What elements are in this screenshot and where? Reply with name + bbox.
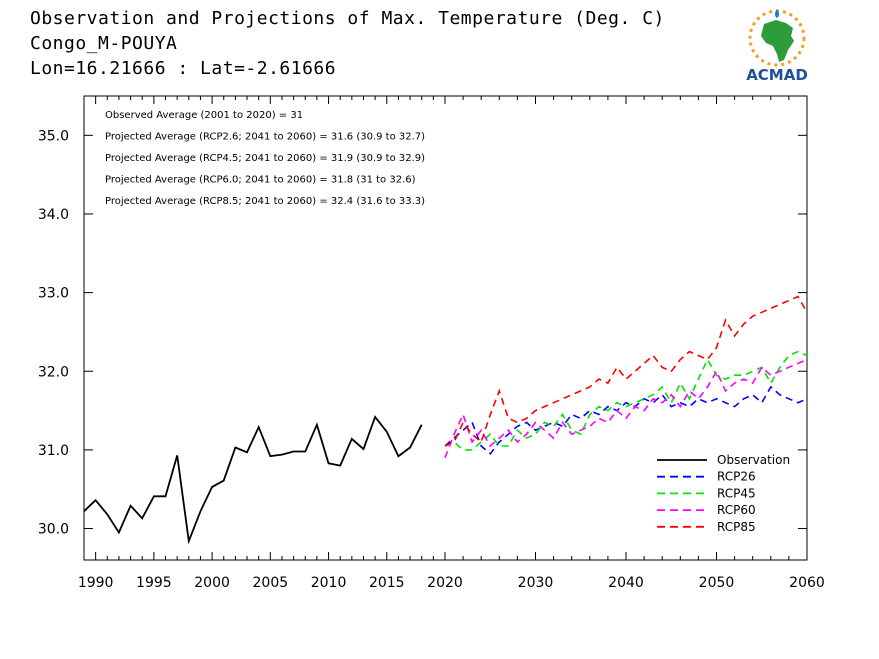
annotations: Observed Average (2001 to 2020) = 31 Proj…	[105, 110, 425, 207]
annotation-text: Projected Average (RCP2.6; 2041 to 2060)…	[105, 132, 425, 143]
africa-shape-icon	[761, 20, 794, 62]
x-tick-label: 2060	[789, 575, 825, 591]
annotation-text: Projected Average (RCP8.5; 2041 to 2060)…	[105, 196, 425, 207]
y-tick-label: 30.0	[38, 522, 69, 538]
x-tick-label: 2020	[427, 575, 463, 591]
y-tick-label: 33.0	[38, 286, 69, 302]
logo-text: ACMAD	[746, 66, 808, 84]
annotation-text: Projected Average (RCP4.5; 2041 to 2060)…	[105, 153, 425, 164]
y-tick-label: 34.0	[38, 207, 69, 223]
legend-label: RCP85	[717, 520, 756, 534]
y-tick-label: 35.0	[38, 128, 69, 144]
series-line-rcp45	[444, 350, 808, 451]
annotation-text: Observed Average (2001 to 2020) = 31	[105, 110, 303, 121]
x-tick-label: 2015	[369, 575, 405, 591]
legend-label: RCP60	[717, 503, 756, 517]
legend: Observation RCP26 RCP45 RCP60 RCP85	[657, 453, 790, 534]
plot-frame	[83, 95, 808, 561]
x-tick-label: 2040	[608, 575, 644, 591]
annotation-text: Projected Average (RCP6.0; 2041 to 2060)…	[105, 175, 416, 186]
axes: 30.0 31.0 32.0 33.0 34.0 35.0 1990 1995 2000 2005…	[38, 96, 825, 591]
x-tick-label: 2030	[518, 575, 554, 591]
series-line-rcp85	[444, 295, 808, 447]
y-tick-label: 31.0	[38, 443, 69, 459]
x-tick-label: 2050	[699, 575, 735, 591]
africa-sun-logo-icon: ACMAD	[746, 9, 808, 84]
series-line-rcp26	[444, 385, 808, 455]
x-tick-label: 2000	[194, 575, 230, 591]
legend-label: RCP26	[717, 470, 756, 484]
series-line-observation	[83, 415, 423, 545]
y-tick-label: 32.0	[38, 364, 69, 380]
series-line-rcp60	[444, 358, 808, 459]
x-tick-label: 1995	[136, 575, 172, 591]
series-lines	[83, 295, 808, 545]
water-drop-icon	[775, 9, 779, 18]
legend-label: Observation	[717, 453, 790, 467]
x-tick-label: 2005	[253, 575, 289, 591]
legend-label: RCP45	[717, 486, 756, 500]
x-tick-label: 1990	[78, 575, 114, 591]
station-coordinates: Lon=16.21666 : Lat=-2.61666	[30, 58, 337, 79]
chart-title: Observation and Projections of Max. Temp…	[30, 8, 665, 29]
station-name: Congo_M-POUYA	[30, 33, 178, 54]
x-tick-label: 2010	[311, 575, 347, 591]
